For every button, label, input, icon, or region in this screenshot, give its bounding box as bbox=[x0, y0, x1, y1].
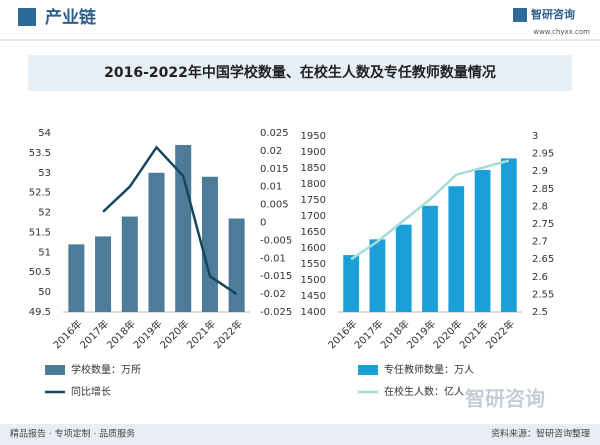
y2-tick-label: -0.025 bbox=[260, 307, 292, 318]
bar bbox=[448, 186, 465, 312]
bar bbox=[500, 158, 517, 312]
y2-tick-label: 0 bbox=[260, 218, 266, 229]
y-tick-label: 50 bbox=[38, 287, 51, 298]
y-tick-label: 1800 bbox=[301, 179, 326, 190]
bar bbox=[201, 176, 218, 312]
y-tick-label: 1650 bbox=[301, 227, 326, 238]
bar bbox=[148, 172, 165, 312]
line bbox=[102, 145, 238, 296]
section-icon bbox=[18, 8, 36, 26]
footer-slogan: 精品报告 · 专项定制 · 品质服务 bbox=[10, 428, 135, 440]
logo-icon bbox=[513, 8, 527, 22]
y2-tick-label: 2.75 bbox=[532, 219, 554, 230]
y2-tick-label: 2.5 bbox=[532, 307, 548, 318]
y-tick-label: 1900 bbox=[301, 147, 326, 158]
bar bbox=[228, 218, 245, 312]
bar bbox=[68, 244, 85, 312]
bar bbox=[422, 205, 438, 312]
y-tick-label: 50.5 bbox=[29, 267, 51, 278]
chart-title: 2016-2022年中国学校数量、在校生人数及专任教师数量情况 bbox=[104, 64, 496, 81]
y2-tick-label: 0.02 bbox=[260, 146, 282, 157]
y2-tick-label: 0.015 bbox=[260, 164, 289, 175]
y2-tick-label: 2.85 bbox=[532, 184, 554, 195]
legend-label: 同比增长 bbox=[71, 385, 111, 398]
bar bbox=[121, 216, 138, 312]
y-tick-label: 52.5 bbox=[29, 188, 51, 199]
y-tick-label: 49.5 bbox=[29, 307, 51, 318]
bar bbox=[369, 239, 386, 312]
y-tick-label: 1850 bbox=[301, 163, 326, 174]
y2-tick-label: 0.025 bbox=[260, 128, 289, 139]
y-tick-label: 51.5 bbox=[29, 227, 51, 238]
url: www.chyxx.com bbox=[533, 28, 590, 36]
title-box bbox=[28, 55, 572, 91]
y-tick-label: 51 bbox=[38, 247, 51, 258]
y-tick-label: 52 bbox=[38, 208, 51, 219]
footer-source: 资料来源：智研咨询整理 bbox=[491, 428, 590, 440]
y-tick-label: 1750 bbox=[301, 195, 326, 206]
legend-label: 专任教师数量：万人 bbox=[384, 363, 474, 376]
bar bbox=[95, 236, 112, 312]
legend-swatch bbox=[45, 365, 65, 375]
y-tick-label: 1550 bbox=[301, 259, 326, 270]
legend-label: 学校数量：万所 bbox=[71, 363, 141, 376]
y-tick-label: 1450 bbox=[301, 291, 326, 302]
y-tick-label: 53 bbox=[38, 168, 51, 179]
y2-tick-label: 2.6 bbox=[532, 272, 548, 283]
y2-tick-label: 2.7 bbox=[532, 237, 548, 248]
section-title: 产业链 bbox=[45, 7, 97, 28]
y2-tick-label: 2.55 bbox=[532, 289, 554, 300]
y2-tick-label: -0.01 bbox=[260, 253, 286, 264]
y2-tick-label: -0.005 bbox=[260, 235, 292, 246]
y-tick-label: 53.5 bbox=[29, 148, 51, 159]
line bbox=[350, 159, 510, 261]
y2-tick-label: 2.9 bbox=[532, 166, 548, 177]
bar bbox=[395, 224, 412, 312]
y2-tick-label: 3 bbox=[532, 131, 538, 142]
y-tick-label: 54 bbox=[38, 128, 51, 139]
legend-label: 在校生人数：亿人 bbox=[384, 385, 464, 398]
y2-tick-label: 0.01 bbox=[260, 182, 282, 193]
y-tick-label: 1400 bbox=[301, 307, 326, 318]
watermark-logo: 智研咨询 bbox=[465, 387, 545, 411]
y2-tick-label: -0.015 bbox=[260, 271, 292, 282]
y2-tick-label: -0.02 bbox=[260, 289, 286, 300]
y-tick-label: 1700 bbox=[301, 211, 326, 222]
bar bbox=[474, 169, 491, 312]
bar bbox=[343, 255, 360, 312]
y-tick-label: 1500 bbox=[301, 275, 326, 286]
y2-tick-label: 0.005 bbox=[260, 200, 289, 211]
y2-tick-label: 2.95 bbox=[532, 149, 554, 160]
y2-tick-label: 2.65 bbox=[532, 254, 554, 265]
y2-tick-label: 2.8 bbox=[532, 201, 548, 212]
y-tick-label: 1600 bbox=[301, 243, 326, 254]
footer-band bbox=[0, 424, 600, 445]
y-tick-label: 1950 bbox=[301, 131, 326, 142]
legend-swatch bbox=[358, 365, 378, 375]
logo: 智研咨询 bbox=[531, 7, 575, 21]
